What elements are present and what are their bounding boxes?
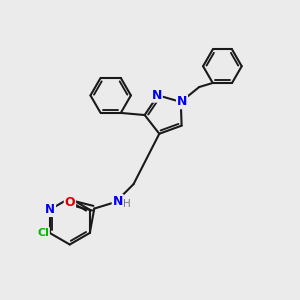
- Text: N: N: [112, 195, 123, 208]
- Text: O: O: [64, 196, 75, 209]
- Text: N: N: [45, 203, 55, 216]
- Text: N: N: [177, 95, 187, 108]
- Text: Cl: Cl: [37, 228, 49, 238]
- Text: H: H: [122, 199, 130, 209]
- Text: N: N: [152, 89, 162, 102]
